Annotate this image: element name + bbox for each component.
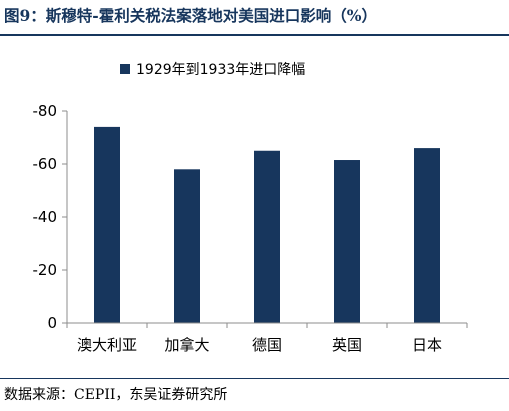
legend-swatch xyxy=(120,64,130,74)
chart-legend: 1929年到1933年进口降幅 xyxy=(120,62,305,78)
footer-divider xyxy=(0,378,509,379)
bars xyxy=(94,126,440,324)
x-category-label: 加拿大 xyxy=(164,336,209,354)
bar-5 xyxy=(414,148,440,323)
title-divider xyxy=(0,34,509,36)
source-note: 数据来源：CEPII，东吴证券研究所 xyxy=(4,387,228,403)
y-tick-label: -60 xyxy=(33,155,58,173)
x-axis: 澳大利亚 加拿大 德国 英国 日本 xyxy=(66,322,468,354)
x-category-label: 德国 xyxy=(252,336,282,354)
y-tick-label: -40 xyxy=(33,208,58,226)
x-category-label: 英国 xyxy=(332,336,362,354)
legend-label: 1929年到1933年进口降幅 xyxy=(136,62,305,78)
bar-2 xyxy=(174,169,200,323)
x-category-label: 日本 xyxy=(412,336,442,354)
bar-1 xyxy=(94,126,120,324)
y-tick-label: -80 xyxy=(33,102,58,120)
bar-3 xyxy=(254,150,280,323)
y-tick-label: -20 xyxy=(33,261,58,279)
y-axis: 0 -20 -40 -60 -80 xyxy=(33,102,68,332)
bar-chart: 1929年到1933年进口降幅 0 -20 -40 -60 -80 澳大利亚 加拿大 德国 英… xyxy=(33,62,468,354)
bar-4 xyxy=(334,160,360,323)
y-tick-label: 0 xyxy=(47,314,57,332)
figure-title: 图9：斯穆特-霍利关税法案落地对美国进口影响（%） xyxy=(4,6,377,25)
x-category-label: 澳大利亚 xyxy=(77,336,137,354)
